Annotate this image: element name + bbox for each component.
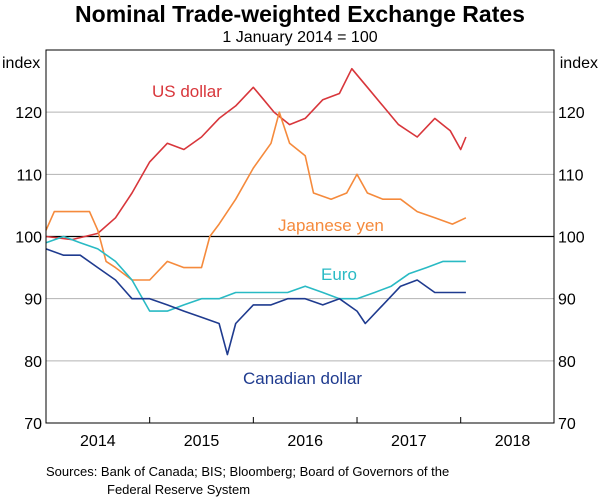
- y-tick-label-left: 120: [15, 105, 42, 122]
- y-axis-right-unit: index: [560, 55, 598, 72]
- y-tick-label-right: 100: [558, 230, 585, 247]
- plot-frame: [45, 49, 555, 424]
- year-tick-marks: [149, 417, 462, 423]
- y-tick-label-left: 90: [24, 292, 42, 309]
- x-axis: 2014 2015 2016 2017 2018: [80, 433, 530, 450]
- series-label-canadian-dollar: Canadian dollar: [243, 369, 362, 388]
- x-tick-label: 2016: [287, 433, 323, 450]
- series-line-euro: [45, 235, 466, 312]
- y-axis-right: 70 80 90 100 110 120: [558, 105, 585, 433]
- y-tick-label-right: 80: [558, 354, 576, 371]
- y-tick-label-right: 70: [558, 416, 576, 433]
- x-tick-label: 2014: [80, 433, 116, 450]
- y-tick-label-right: 110: [558, 167, 584, 184]
- y-tick-label-right: 90: [558, 292, 576, 309]
- gridlines: [46, 111, 554, 362]
- y-axis-left-unit: index: [2, 55, 40, 72]
- y-tick-label-left: 110: [16, 167, 42, 184]
- y-tick-label-right: 120: [558, 105, 585, 122]
- chart-title: Nominal Trade-weighted Exchange Rates: [75, 1, 525, 27]
- source-note-line2: Federal Reserve System: [107, 482, 250, 497]
- series-line-canadian-dollar: [45, 248, 466, 356]
- x-tick-label: 2018: [495, 433, 531, 450]
- y-axis-left: 70 80 90 100 110 120: [15, 105, 42, 433]
- source-note: Sources: Bank of Canada; BIS; Bloomberg;…: [46, 464, 449, 479]
- series-lines: [45, 67, 467, 356]
- series-line-japanese-yen: [45, 111, 467, 281]
- series-label-japanese-yen: Japanese yen: [278, 216, 384, 235]
- series-line-us-dollar: [45, 67, 467, 241]
- y-tick-label-left: 100: [15, 230, 42, 247]
- chart-subtitle: 1 January 2014 = 100: [222, 29, 377, 46]
- y-tick-label-left: 70: [24, 416, 42, 433]
- y-tick-label-left: 80: [24, 354, 42, 371]
- x-tick-label: 2017: [391, 433, 427, 450]
- series-label-euro: Euro: [321, 265, 357, 284]
- series-label-us-dollar: US dollar: [152, 82, 222, 101]
- x-tick-label: 2015: [184, 433, 220, 450]
